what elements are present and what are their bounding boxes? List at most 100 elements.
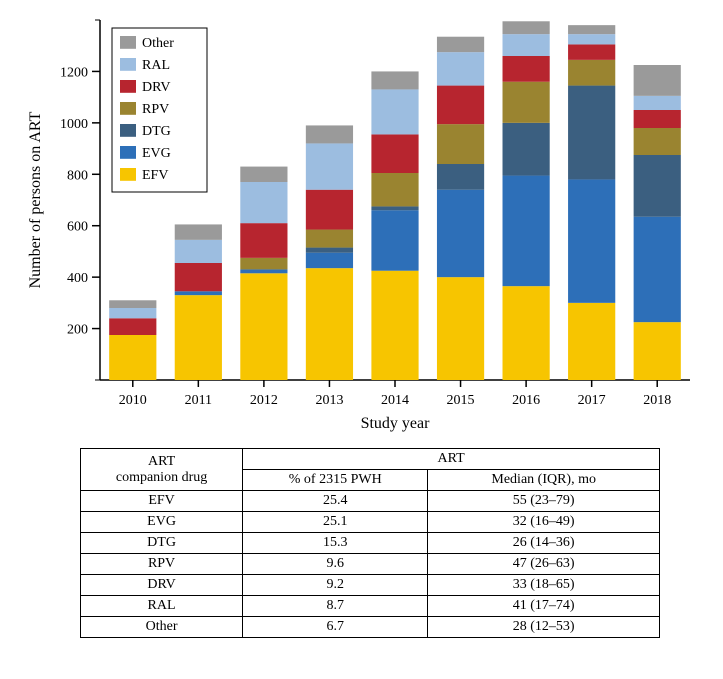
cell-6-1: 6.7 <box>243 617 428 638</box>
bar-Other-2010 <box>109 300 156 308</box>
legend-swatch-RPV <box>120 102 136 115</box>
bar-DTG-2015 <box>437 164 484 190</box>
cell-1-1: 25.1 <box>243 512 428 533</box>
cell-2-2: 26 (14–36) <box>428 533 660 554</box>
table-row: EFV25.455 (23–79) <box>81 491 660 512</box>
th-col-0: % of 2315 PWH <box>243 470 428 491</box>
bar-EFV-2016 <box>503 286 550 380</box>
bar-RAL-2016 <box>503 34 550 56</box>
legend-swatch-EVG <box>120 146 136 159</box>
legend-label-DRV: DRV <box>142 80 170 95</box>
bar-Other-2016 <box>503 21 550 34</box>
bar-EVG-2018 <box>634 217 681 322</box>
svg-text:200: 200 <box>67 323 88 338</box>
cell-0-0: EFV <box>81 491 243 512</box>
bar-RPV-2017 <box>568 60 615 86</box>
cell-4-1: 9.2 <box>243 575 428 596</box>
bar-RPV-2014 <box>371 173 418 206</box>
cell-6-0: Other <box>81 617 243 638</box>
bar-Other-2018 <box>634 65 681 96</box>
legend-label-RPV: RPV <box>142 102 169 117</box>
bar-EVG-2013 <box>306 253 353 268</box>
bar-EFV-2015 <box>437 277 484 380</box>
bar-EFV-2014 <box>371 271 418 380</box>
y-axis-label: Number of persons on ART <box>27 111 44 288</box>
legend-label-DTG: DTG <box>142 124 171 139</box>
th-art: ART <box>243 449 660 470</box>
xtick-label: 2018 <box>643 393 671 408</box>
svg-text:400: 400 <box>67 271 88 286</box>
bar-RPV-2012 <box>240 258 287 270</box>
bar-DRV-2016 <box>503 56 550 82</box>
xtick-label: 2016 <box>512 393 540 408</box>
bar-DRV-2014 <box>371 134 418 173</box>
legend-swatch-DTG <box>120 124 136 137</box>
th-companion: ARTcompanion drug <box>81 449 243 491</box>
xtick-label: 2014 <box>381 393 409 408</box>
bar-Other-2013 <box>306 125 353 143</box>
bar-RPV-2015 <box>437 124 484 164</box>
bar-DRV-2017 <box>568 44 615 59</box>
bar-RAL-2017 <box>568 34 615 44</box>
table-row: EVG25.132 (16–49) <box>81 512 660 533</box>
xtick-label: 2012 <box>250 393 278 408</box>
bar-Other-2015 <box>437 37 484 52</box>
bar-EFV-2011 <box>175 295 222 380</box>
cell-4-0: DRV <box>81 575 243 596</box>
bar-Other-2014 <box>371 71 418 89</box>
bar-DRV-2010 <box>109 318 156 335</box>
cell-2-0: DTG <box>81 533 243 554</box>
xtick-label: 2010 <box>119 393 147 408</box>
bar-Other-2011 <box>175 224 222 239</box>
cell-1-0: EVG <box>81 512 243 533</box>
svg-text:600: 600 <box>67 220 88 235</box>
bar-EVG-2012 <box>240 269 287 273</box>
xtick-label: 2011 <box>185 393 212 408</box>
th-col-1: Median (IQR), mo <box>428 470 660 491</box>
x-axis-label: Study year <box>361 415 431 432</box>
bar-EFV-2013 <box>306 268 353 380</box>
bar-DTG-2017 <box>568 86 615 180</box>
bar-EVG-2015 <box>437 190 484 277</box>
cell-5-0: RAL <box>81 596 243 617</box>
bar-Other-2017 <box>568 25 615 34</box>
art-table: ARTcompanion drugART% of 2315 PWHMedian … <box>80 448 660 638</box>
bar-RAL-2012 <box>240 182 287 223</box>
cell-3-0: RPV <box>81 554 243 575</box>
legend-label-EFV: EFV <box>142 168 168 183</box>
table-row: RAL8.741 (17–74) <box>81 596 660 617</box>
cell-0-2: 55 (23–79) <box>428 491 660 512</box>
bar-RPV-2018 <box>634 128 681 155</box>
bar-DTG-2013 <box>306 248 353 253</box>
xtick-label: 2013 <box>315 393 343 408</box>
stacked-bar-chart: 2004006008001000120020102011201220132014… <box>0 0 723 440</box>
cell-5-1: 8.7 <box>243 596 428 617</box>
legend-label-EVG: EVG <box>142 146 171 161</box>
xtick-label: 2017 <box>578 393 606 408</box>
legend-swatch-DRV <box>120 80 136 93</box>
bar-DRV-2015 <box>437 86 484 125</box>
bar-EFV-2017 <box>568 303 615 380</box>
bar-DRV-2018 <box>634 110 681 128</box>
table-row: RPV9.647 (26–63) <box>81 554 660 575</box>
legend-swatch-RAL <box>120 58 136 71</box>
bar-DRV-2011 <box>175 263 222 291</box>
bar-EVG-2014 <box>371 210 418 270</box>
bar-RAL-2015 <box>437 52 484 85</box>
bar-EFV-2012 <box>240 273 287 380</box>
bar-DTG-2016 <box>503 123 550 176</box>
bar-RAL-2010 <box>109 308 156 318</box>
bar-EVG-2011 <box>175 291 222 295</box>
cell-4-2: 33 (18–65) <box>428 575 660 596</box>
svg-text:1000: 1000 <box>60 117 88 132</box>
bar-RAL-2011 <box>175 240 222 263</box>
table-row: Other6.728 (12–53) <box>81 617 660 638</box>
bar-DTG-2018 <box>634 155 681 217</box>
cell-3-1: 9.6 <box>243 554 428 575</box>
cell-5-2: 41 (17–74) <box>428 596 660 617</box>
legend-swatch-EFV <box>120 168 136 181</box>
bar-RAL-2014 <box>371 89 418 134</box>
bar-RAL-2018 <box>634 96 681 110</box>
cell-1-2: 32 (16–49) <box>428 512 660 533</box>
bar-EFV-2010 <box>109 335 156 380</box>
